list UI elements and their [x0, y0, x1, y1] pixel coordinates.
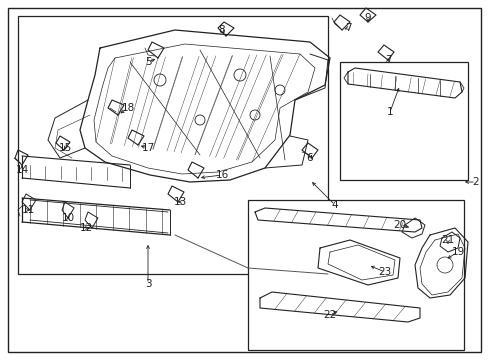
Text: 1: 1: [386, 107, 392, 117]
Bar: [339, 62, 467, 180]
Text: 20: 20: [393, 220, 406, 230]
Text: 5: 5: [144, 57, 151, 67]
Text: 17: 17: [141, 143, 154, 153]
Text: 4: 4: [331, 200, 338, 210]
Text: 15: 15: [58, 143, 71, 153]
Text: 13: 13: [173, 197, 186, 207]
Text: 11: 11: [21, 205, 35, 215]
Text: 21: 21: [441, 235, 454, 245]
Text: 6: 6: [306, 153, 313, 163]
Text: 19: 19: [450, 247, 464, 257]
Text: 7: 7: [344, 23, 350, 33]
Text: 10: 10: [61, 213, 74, 223]
Text: 18: 18: [121, 103, 134, 113]
Text: 2: 2: [472, 177, 478, 187]
Bar: [18, 16, 327, 274]
Text: 9: 9: [364, 13, 370, 23]
Text: 8: 8: [218, 25, 225, 35]
Text: 7: 7: [384, 55, 390, 65]
Text: 3: 3: [144, 279, 151, 289]
Bar: [247, 200, 463, 350]
Text: 16: 16: [215, 170, 228, 180]
Text: 22: 22: [323, 310, 336, 320]
Text: 12: 12: [79, 223, 92, 233]
Text: 14: 14: [15, 165, 29, 175]
Text: 23: 23: [378, 267, 391, 277]
